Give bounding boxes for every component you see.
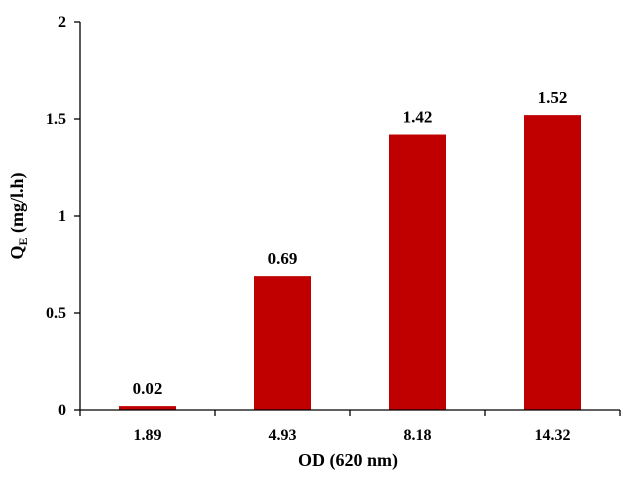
y-tick-label: 0.5 bbox=[46, 305, 66, 322]
bars-layer bbox=[119, 115, 581, 411]
labels-layer: 0.021.890.694.931.428.181.5214.3200.511.… bbox=[46, 14, 571, 444]
data-label: 1.52 bbox=[538, 88, 568, 107]
y-tick-label: 1.5 bbox=[46, 111, 66, 128]
y-axis-title-rest: (mg/l.h) bbox=[7, 172, 28, 237]
y-axis-title-main: Q bbox=[7, 246, 27, 260]
x-tick-label: 8.18 bbox=[404, 427, 432, 444]
x-tick-label: 4.93 bbox=[269, 427, 297, 444]
bar-8.18 bbox=[389, 134, 446, 410]
x-tick-label: 1.89 bbox=[134, 427, 162, 444]
bar-1.89 bbox=[119, 406, 176, 410]
data-label: 1.42 bbox=[403, 108, 433, 127]
y-tick-label: 0 bbox=[58, 402, 66, 419]
y-axis-title-subscript: E bbox=[16, 237, 30, 245]
y-tick-label: 1 bbox=[58, 208, 66, 225]
bar-14.32 bbox=[524, 115, 581, 411]
y-tick-label: 2 bbox=[58, 14, 66, 31]
x-axis-title: OD (620 nm) bbox=[298, 450, 398, 471]
data-label: 0.02 bbox=[133, 379, 163, 398]
y-axis-title: QE (mg/l.h) bbox=[7, 172, 30, 259]
axes-layer bbox=[74, 21, 621, 416]
x-tick-label: 14.32 bbox=[535, 427, 571, 444]
bar-4.93 bbox=[254, 276, 311, 410]
data-label: 0.69 bbox=[268, 249, 298, 268]
